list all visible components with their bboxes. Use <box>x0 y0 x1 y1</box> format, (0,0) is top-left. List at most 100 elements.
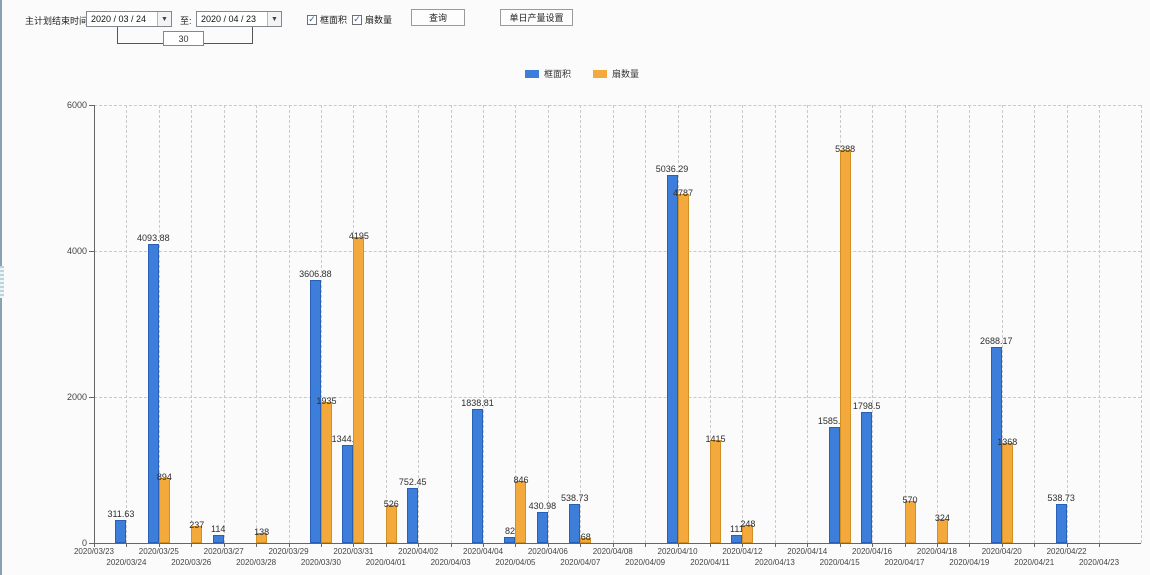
bar-frame-area <box>536 511 548 543</box>
y-axis-line <box>94 105 95 543</box>
x-tick-label: 2020/04/16 <box>852 547 893 556</box>
bar-value-label: 1838.81 <box>461 397 494 408</box>
x-tick-label: 2020/04/05 <box>495 558 536 567</box>
legend-swatch-orange <box>593 69 608 78</box>
grid-vline <box>547 105 549 543</box>
bar-value-label: 1935 <box>316 395 337 406</box>
bar-frame-area <box>861 411 873 543</box>
bar-value-label: 311.63 <box>107 509 135 520</box>
x-tick-label: 2020/04/18 <box>916 547 957 556</box>
x-axis-tick <box>385 543 387 547</box>
x-tick-label: 2020/04/09 <box>625 558 666 567</box>
x-tick-label: 2020/04/22 <box>1046 547 1087 556</box>
checkbox-icon: ✓ <box>307 14 317 25</box>
checkbox-icon: ✓ <box>352 14 362 25</box>
grid-vline <box>580 105 582 543</box>
x-axis-tick <box>418 543 420 547</box>
bar-frame-area <box>342 444 354 543</box>
bar-value-label: 248 <box>740 518 756 529</box>
grid-vline <box>645 105 647 543</box>
bar-frame-area <box>666 175 678 543</box>
days-span-input[interactable]: 30 <box>163 31 204 46</box>
bar-frame-area <box>147 244 159 543</box>
grid-vline <box>515 105 517 543</box>
x-axis-tick <box>126 543 128 547</box>
bar-fan-count <box>677 193 689 543</box>
date-to-picker[interactable]: 2020 / 04 / 23 ▼ <box>196 11 282 27</box>
bar-frame-area <box>731 534 743 543</box>
splitter-handle[interactable] <box>0 266 4 298</box>
bar-value-label: 752.45 <box>398 477 427 488</box>
connector-line <box>117 27 118 44</box>
grid-vline <box>385 105 387 543</box>
bar-value-label: 538.73 <box>1047 492 1075 503</box>
bar-frame-area <box>990 346 1002 543</box>
grid-vline <box>612 105 614 543</box>
bar-fan-count <box>515 481 527 543</box>
grid-vline <box>256 105 258 543</box>
y-tick-label: 4000 <box>66 246 87 256</box>
date-from-value: 2020 / 03 / 24 <box>91 14 147 24</box>
y-axis-tick <box>89 251 94 252</box>
grid-vline <box>969 105 971 543</box>
x-axis-tick <box>158 543 160 547</box>
x-tick-label: 2020/03/29 <box>268 547 309 556</box>
y-axis-tick <box>89 543 94 544</box>
x-axis-tick <box>515 543 517 547</box>
grid-hline <box>94 251 1141 252</box>
grid-vline <box>774 105 776 543</box>
bar-frame-area <box>504 537 516 543</box>
bar-frame-area <box>569 503 581 543</box>
grid-vline <box>450 105 452 543</box>
bar-value-label: 114 <box>210 523 226 534</box>
grid-vline <box>1141 105 1142 543</box>
bar-fan-count <box>353 236 365 543</box>
bar-value-label: 4093.88 <box>137 233 170 244</box>
x-tick-label: 2020/04/01 <box>365 558 406 567</box>
x-axis-tick <box>288 543 290 547</box>
x-tick-label: 2020/04/12 <box>722 547 763 556</box>
x-axis-tick <box>547 543 549 547</box>
checkbox-fan-count-label: 扇数量 <box>365 15 393 25</box>
x-axis-tick <box>1034 543 1036 547</box>
to-label: 至: <box>180 16 192 26</box>
bar-fan-count <box>385 504 397 543</box>
chevron-down-icon: ▼ <box>271 15 278 23</box>
x-tick-label: 2020/04/04 <box>463 547 504 556</box>
bar-value-label: 430.98 <box>528 500 557 511</box>
x-tick-label: 2020/04/15 <box>819 558 860 567</box>
bar-value-label: 538.73 <box>561 492 589 503</box>
x-tick-label: 2020/04/23 <box>1078 558 1120 567</box>
grid-vline <box>807 105 809 543</box>
query-button[interactable]: 查询 <box>411 9 465 26</box>
date-from-picker[interactable]: 2020 / 03 / 24 ▼ <box>86 11 172 27</box>
x-axis-tick <box>1099 543 1101 547</box>
date-from-dropdown-button[interactable]: ▼ <box>157 12 171 26</box>
grid-vline <box>1034 105 1036 543</box>
x-tick-label: 2020/04/10 <box>657 547 698 556</box>
daily-output-settings-button[interactable]: 单日产量设置 <box>500 9 573 26</box>
y-tick-label: 0 <box>81 538 87 548</box>
date-to-dropdown-button[interactable]: ▼ <box>267 12 281 26</box>
legend-label: 框面积 <box>544 69 572 79</box>
x-axis-tick <box>774 543 776 547</box>
bar-value-label: 68 <box>580 532 591 543</box>
checkbox-frame-area[interactable]: ✓ 框面积 <box>307 13 347 26</box>
bar-value-label: 846 <box>513 475 529 486</box>
bar-fan-count <box>191 525 203 543</box>
grid-vline <box>418 105 420 543</box>
x-axis-tick <box>969 543 971 547</box>
grid-vline <box>288 105 290 543</box>
grid-vline <box>191 105 193 543</box>
bar-value-label: 526 <box>383 498 399 509</box>
bar-value-label: 2688.17 <box>979 335 1013 346</box>
checkbox-fan-count[interactable]: ✓ 扇数量 <box>352 13 392 26</box>
grid-vline <box>1066 105 1068 543</box>
bar-frame-area <box>115 520 127 543</box>
legend-label: 扇数量 <box>612 69 640 79</box>
x-axis-tick <box>450 543 452 547</box>
grid-vline <box>158 105 160 543</box>
x-tick-label: 2020/03/30 <box>300 558 341 567</box>
bar-frame-area <box>472 408 484 543</box>
